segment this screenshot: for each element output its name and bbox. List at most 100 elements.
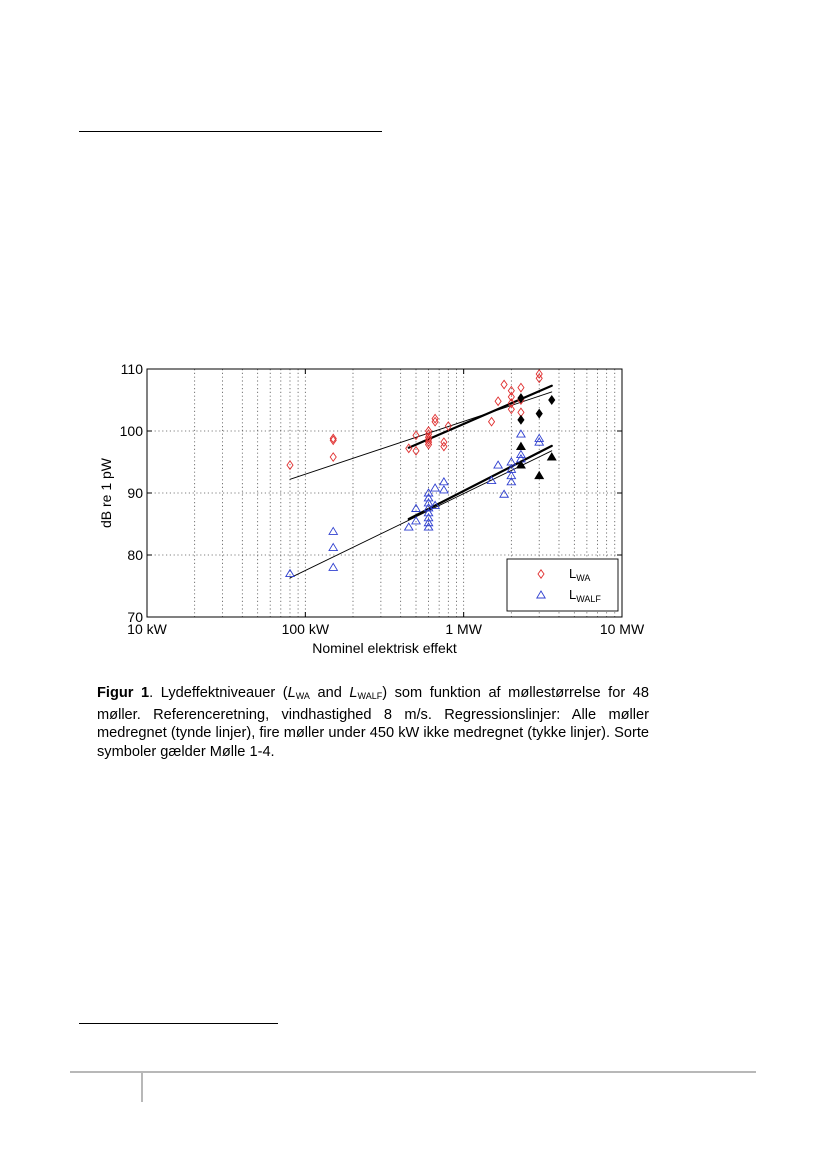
y-tick-label: 100 <box>120 423 144 439</box>
data-point <box>534 433 545 442</box>
series-m-lle-1-4-lwalf <box>515 441 557 480</box>
data-point <box>424 426 433 436</box>
caption-sym2: L <box>349 685 358 701</box>
regression-line-lwa-thin <box>289 391 553 480</box>
x-axis-label: Nominel elektrisk effekt <box>312 640 457 656</box>
data-point <box>487 416 496 427</box>
top-rule <box>79 131 382 132</box>
data-point <box>423 498 434 507</box>
data-point <box>506 457 517 466</box>
data-point <box>517 414 525 425</box>
regression-lines <box>289 384 553 579</box>
data-point <box>423 507 434 517</box>
data-point <box>284 568 295 578</box>
data-point <box>506 470 517 480</box>
caption-sym1: L <box>287 685 296 701</box>
data-point <box>546 452 557 461</box>
data-point <box>440 437 448 448</box>
figure-caption: Figur 1. Lydeffektniveauer (LWA and LWAL… <box>97 684 649 761</box>
data-point <box>423 493 434 502</box>
data-point <box>494 396 502 407</box>
regression-line-lwa-thick <box>407 384 553 449</box>
data-markers <box>284 368 557 578</box>
axis-ticks: 10 kW 100 kW 1 MW 10 MW 70 80 90 100 110 <box>120 361 645 637</box>
y-tick-label: 90 <box>127 485 143 501</box>
data-point <box>328 542 339 552</box>
data-point <box>517 393 525 404</box>
data-point <box>517 382 525 393</box>
data-point <box>500 379 508 390</box>
footer-tick <box>141 1072 143 1102</box>
y-tick-label: 80 <box>127 547 143 563</box>
regression-line-lwalf-thick <box>407 444 553 521</box>
data-point <box>438 485 449 494</box>
data-point <box>329 435 337 446</box>
x-tick-label: 1 MW <box>445 621 482 637</box>
data-point <box>535 408 543 419</box>
data-point <box>411 503 421 512</box>
caption-pre: . Lydeffektniveauer ( <box>149 685 288 701</box>
data-point <box>507 385 515 396</box>
data-point <box>515 460 526 469</box>
data-point <box>403 522 414 531</box>
data-point <box>440 441 448 452</box>
data-point <box>328 526 339 535</box>
legend: LWA LWALF <box>506 558 619 612</box>
legend-box <box>506 558 619 612</box>
data-point <box>499 489 510 498</box>
data-point <box>506 476 517 486</box>
data-point <box>329 452 337 463</box>
caption-sym1-sub: WA <box>295 691 310 701</box>
data-point <box>412 430 420 441</box>
x-tick-label: 100 kW <box>282 621 330 637</box>
legend-label: LWA <box>569 566 590 583</box>
x-tick-label: 10 kW <box>127 621 167 637</box>
x-tick-label: 10 MW <box>600 621 645 637</box>
footer-line <box>70 1071 756 1073</box>
data-point <box>430 483 441 492</box>
data-point <box>444 421 452 432</box>
chart: 10 kW 100 kW 1 MW 10 MW 70 80 90 100 110 Nominel… <box>98 361 645 656</box>
data-point <box>515 441 526 450</box>
legend-marker <box>536 590 546 599</box>
data-point <box>534 470 545 480</box>
grid-layer <box>147 369 622 617</box>
data-point <box>507 391 515 402</box>
data-point <box>535 368 543 379</box>
data-point <box>423 522 434 531</box>
y-tick-label: 110 <box>121 361 144 377</box>
data-point <box>438 476 449 486</box>
data-point <box>535 373 543 384</box>
data-point <box>430 500 441 509</box>
data-point <box>515 429 526 438</box>
caption-figure-label: Figur 1 <box>97 685 150 701</box>
caption-sym2-sub: WALF <box>357 691 383 701</box>
data-point <box>431 416 439 427</box>
legend-marker <box>537 569 545 579</box>
data-point <box>328 562 339 571</box>
data-point <box>548 395 556 405</box>
data-point <box>412 445 420 456</box>
caption-mid: and <box>309 685 350 701</box>
data-point <box>423 517 434 527</box>
data-point <box>329 433 337 444</box>
data-point <box>506 464 517 473</box>
data-point <box>431 413 439 424</box>
data-point <box>507 398 515 409</box>
series-lwalf <box>284 429 545 578</box>
data-point <box>507 404 515 415</box>
data-point <box>515 449 526 459</box>
y-tick-label: 70 <box>127 609 143 625</box>
data-point <box>286 460 294 471</box>
series-lwa <box>286 368 543 471</box>
series-m-lle-1-4-lwa <box>517 393 556 425</box>
data-point <box>423 503 434 512</box>
footnote-rule <box>79 1023 278 1024</box>
data-point <box>405 443 413 454</box>
caption-post: ) som funktion af møllestørrelse for 48 … <box>97 685 649 760</box>
data-point <box>493 460 504 469</box>
data-point <box>423 512 434 522</box>
data-point <box>411 516 421 525</box>
data-point <box>486 475 497 485</box>
legend-label: LWALF <box>569 587 601 604</box>
